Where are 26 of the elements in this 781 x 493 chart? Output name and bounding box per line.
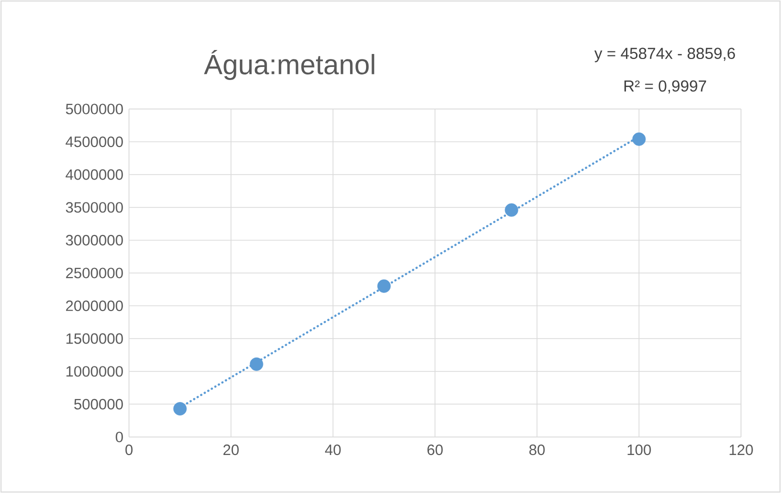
point bbox=[632, 132, 646, 146]
x-tick-label: 0 bbox=[125, 444, 133, 456]
point bbox=[250, 357, 264, 371]
y-tick-label: 500000 bbox=[74, 398, 123, 410]
y-tick-label: 4000000 bbox=[66, 169, 123, 180]
y-tick-label: 1000000 bbox=[66, 366, 123, 377]
y-tick-label: 3500000 bbox=[66, 202, 123, 213]
x-tick-label: 20 bbox=[223, 444, 239, 456]
y-tick-label: 4500000 bbox=[66, 136, 123, 148]
x-tick-label: 120 bbox=[730, 444, 753, 456]
text: R² = 0,9997 bbox=[624, 80, 706, 94]
x-tick-label: 100 bbox=[628, 444, 651, 456]
x-tick-label: 80 bbox=[529, 444, 545, 456]
point bbox=[377, 279, 391, 293]
x-tick-label: 40 bbox=[325, 444, 341, 456]
y-tick-label: 5000000 bbox=[66, 104, 123, 114]
x-tick-label: 60 bbox=[427, 444, 443, 456]
text: y = 45874x - 8859,6 bbox=[594, 48, 735, 62]
point bbox=[173, 402, 187, 416]
y-tick-label: 2000000 bbox=[66, 300, 123, 312]
y-tick-label: 0 bbox=[116, 432, 123, 442]
y-tick-label: 2500000 bbox=[66, 268, 123, 278]
chart-title: Água:metanol bbox=[204, 50, 374, 80]
y-tick-label: 3000000 bbox=[66, 234, 123, 246]
point bbox=[504, 203, 518, 217]
y-tick-label: 1500000 bbox=[66, 333, 123, 344]
